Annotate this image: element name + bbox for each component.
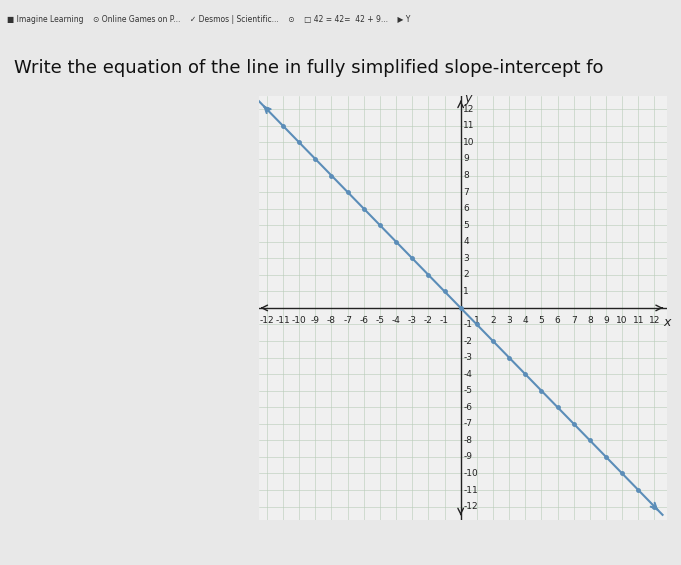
Text: -6: -6	[360, 316, 368, 325]
Text: -10: -10	[463, 469, 478, 478]
Text: -4: -4	[392, 316, 400, 325]
Text: 10: 10	[463, 138, 475, 147]
Text: 8: 8	[463, 171, 469, 180]
Text: -12: -12	[463, 502, 477, 511]
Text: 6: 6	[555, 316, 560, 325]
Text: 10: 10	[616, 316, 628, 325]
Text: -6: -6	[463, 403, 472, 412]
Text: -9: -9	[311, 316, 320, 325]
Text: -4: -4	[463, 370, 472, 379]
Text: 7: 7	[463, 188, 469, 197]
Text: 11: 11	[463, 121, 475, 131]
Text: -3: -3	[408, 316, 417, 325]
Text: ■ Imagine Learning    ⊙ Online Games on P...    ✓ Desmos | Scientific...    ⊙   : ■ Imagine Learning ⊙ Online Games on P..…	[7, 15, 410, 24]
Text: -12: -12	[259, 316, 274, 325]
Text: 2: 2	[463, 270, 469, 279]
Text: 8: 8	[587, 316, 592, 325]
Text: x: x	[663, 316, 670, 329]
Text: y: y	[464, 92, 471, 105]
Text: -11: -11	[463, 485, 478, 494]
Text: -9: -9	[463, 453, 472, 462]
Text: -1: -1	[463, 320, 472, 329]
Text: -3: -3	[463, 353, 472, 362]
Text: 11: 11	[633, 316, 644, 325]
Text: -7: -7	[463, 419, 472, 428]
Text: 3: 3	[463, 254, 469, 263]
Text: -5: -5	[463, 386, 472, 395]
Text: -8: -8	[463, 436, 472, 445]
Text: 4: 4	[522, 316, 528, 325]
Text: -2: -2	[463, 337, 472, 346]
Text: 5: 5	[539, 316, 544, 325]
Text: -7: -7	[343, 316, 352, 325]
Text: -5: -5	[375, 316, 384, 325]
Text: 2: 2	[490, 316, 496, 325]
Text: -10: -10	[291, 316, 306, 325]
Text: 12: 12	[463, 105, 475, 114]
Text: 4: 4	[463, 237, 469, 246]
Text: 6: 6	[463, 204, 469, 213]
Text: 7: 7	[571, 316, 577, 325]
Text: -2: -2	[424, 316, 433, 325]
Text: -8: -8	[327, 316, 336, 325]
Text: 3: 3	[506, 316, 512, 325]
Text: 12: 12	[649, 316, 660, 325]
Text: -11: -11	[276, 316, 290, 325]
Text: 9: 9	[463, 154, 469, 163]
Text: 1: 1	[474, 316, 479, 325]
Text: -1: -1	[440, 316, 449, 325]
Text: Write the equation of the line in fully simplified slope-intercept fo: Write the equation of the line in fully …	[14, 59, 603, 77]
Text: 5: 5	[463, 221, 469, 229]
Text: 1: 1	[463, 287, 469, 296]
Text: 9: 9	[603, 316, 609, 325]
